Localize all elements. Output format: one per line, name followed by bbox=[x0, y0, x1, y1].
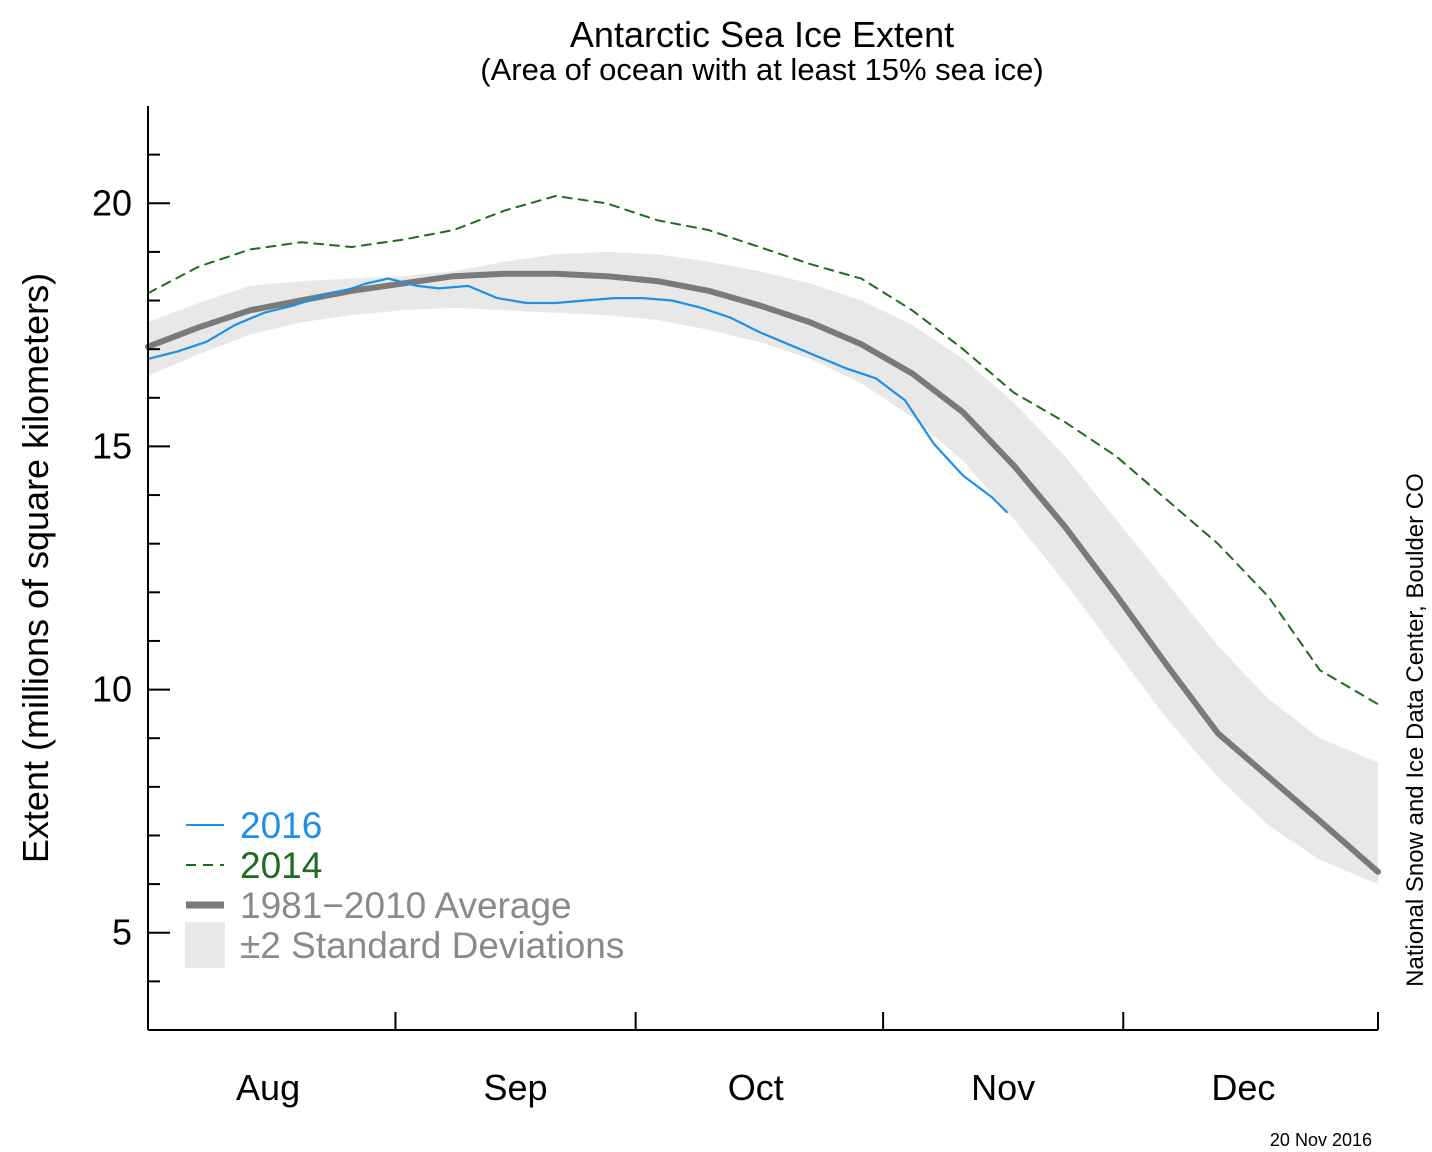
legend-item-average-label: 1981−2010 Average bbox=[240, 885, 572, 926]
x-tick-label: Nov bbox=[971, 1067, 1035, 1108]
std-dev-band bbox=[148, 251, 1378, 885]
y-tick-label: 15 bbox=[92, 425, 132, 466]
date-stamp: 20 Nov 2016 bbox=[1270, 1130, 1372, 1150]
line-2014 bbox=[147, 195, 1379, 706]
plot-area bbox=[145, 195, 1381, 885]
chart-title: Antarctic Sea Ice Extent bbox=[570, 14, 954, 55]
chart-subtitle: (Area of ocean with at least 15% sea ice… bbox=[480, 52, 1043, 87]
x-tick-label: Aug bbox=[236, 1067, 300, 1108]
x-tick-label: Oct bbox=[728, 1067, 784, 1108]
y-axis-label: Extent (millions of square kilometers) bbox=[15, 273, 56, 863]
y-tick-label: 20 bbox=[92, 182, 132, 223]
x-tick-label: Dec bbox=[1211, 1067, 1275, 1108]
legend-item-2016-label: 2016 bbox=[240, 805, 322, 846]
credit-text: National Snow and Ice Data Center, Bould… bbox=[1402, 473, 1429, 987]
average-line bbox=[145, 270, 1381, 875]
legend-item-2014-label: 2014 bbox=[240, 845, 322, 886]
legend-item-std-dev-label: ±2 Standard Deviations bbox=[240, 925, 624, 966]
axes: 5 10 15 20 Aug Sep Oct Nov Dec bbox=[92, 106, 1379, 1108]
y-tick-label: 10 bbox=[92, 669, 132, 710]
line-2016 bbox=[146, 277, 1008, 514]
x-tick-label: Sep bbox=[484, 1067, 548, 1108]
legend-swatch-std-dev bbox=[185, 922, 225, 968]
y-tick-label: 5 bbox=[112, 912, 132, 953]
